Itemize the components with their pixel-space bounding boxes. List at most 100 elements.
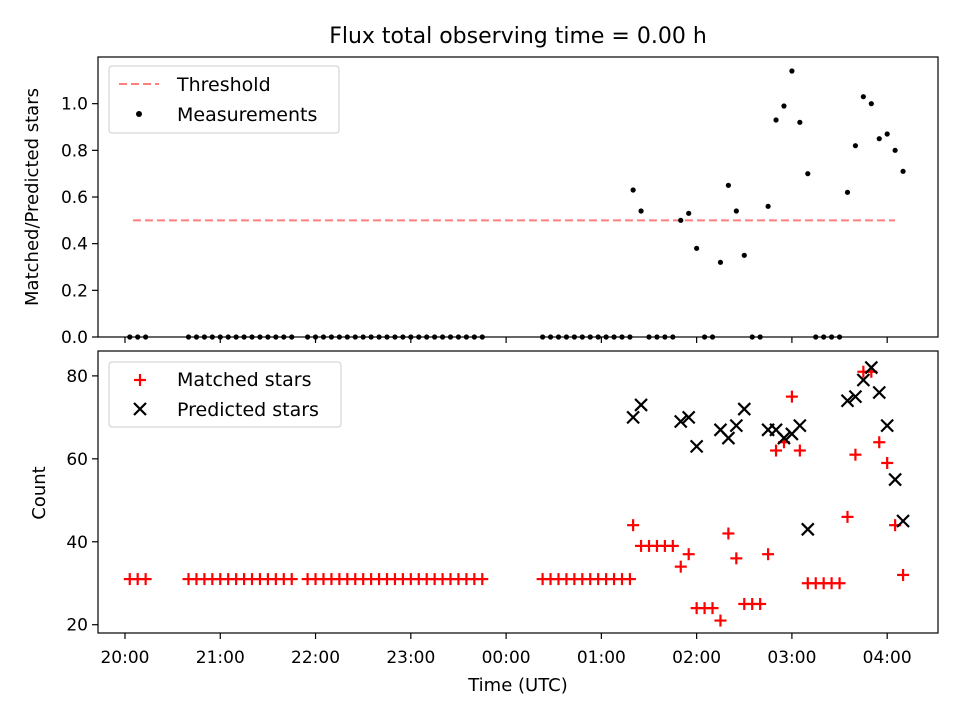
- top-panel: 0.0 0.2 0.4 0.6 0.8 1.0 Matched/Predicted sta…: [22, 56, 939, 348]
- measurement-point: [781, 103, 787, 109]
- measurements-legend-label: Measurements: [177, 104, 317, 126]
- bottom-y-tick-label: 40: [66, 533, 88, 553]
- chart-title: Flux total observing time = 0.00 h: [329, 24, 707, 49]
- measurement-point: [797, 119, 803, 125]
- top-y-axis-label: Matched/Predicted stars: [22, 88, 43, 306]
- predicted-star-point: [801, 522, 815, 537]
- predicted-star-point: [856, 373, 871, 387]
- bottom-y-tick-label: 20: [66, 616, 88, 636]
- top-y-tick-label: 0.2: [61, 281, 88, 301]
- matched-star-point: [627, 519, 640, 532]
- predicted-legend-marker: [133, 402, 147, 416]
- measurement-point: [733, 208, 739, 214]
- predicted-star-point: [896, 514, 910, 528]
- predicted-star-point: [721, 431, 736, 445]
- bottom-legend-box: [108, 361, 342, 428]
- bottom-axes-frame: [97, 350, 939, 634]
- matched-star-point: [682, 548, 695, 561]
- predicted-star-point: [673, 414, 688, 429]
- matched-star-point: [762, 548, 775, 561]
- predicted-star-point: [880, 418, 894, 433]
- x-tick-label: 01:00: [577, 648, 626, 668]
- bottom-panel: 20 40 60 80 20:00 21:00 22:00 23:00 00:00 01:00 0…: [29, 337, 939, 696]
- bottom-y-axis-label: Count: [29, 466, 50, 519]
- measurement-point: [789, 68, 795, 74]
- matched-star-point: [841, 510, 854, 523]
- bottom-y-ticks: 20 40 60 80: [66, 367, 98, 636]
- matched-star-point: [666, 539, 679, 552]
- matched-legend-marker: [134, 374, 146, 386]
- top-y-tick-label: 0.4: [61, 235, 88, 255]
- matched-star-point: [849, 448, 862, 461]
- top-y-ticks: 0.0 0.2 0.4 0.6 0.8 1.0: [61, 95, 98, 348]
- matched-star-point: [833, 577, 846, 590]
- top-plot-area: [127, 68, 906, 340]
- x-tick-label: 22:00: [291, 648, 340, 668]
- predicted-star-point: [888, 472, 902, 487]
- matched-star-point: [730, 552, 743, 565]
- measurement-point: [717, 259, 724, 265]
- top-y-tick-label: 0.0: [61, 328, 88, 348]
- x-tick-label: 04:00: [863, 648, 912, 668]
- matched-star-point: [706, 602, 719, 615]
- measurement-point: [741, 252, 747, 258]
- matched-star-point: [722, 527, 735, 540]
- predicted-star-point: [872, 385, 887, 400]
- measurement-point: [678, 217, 684, 223]
- predicted-star-point: [793, 418, 807, 433]
- matched-star-point: [793, 444, 806, 457]
- predicted-star-point: [626, 410, 640, 425]
- x-tick-label: 02:00: [672, 648, 721, 668]
- matched-star-point: [754, 597, 767, 610]
- predicted-star-point: [737, 402, 752, 416]
- predicted-star-point: [840, 393, 855, 408]
- predicted-star-point: [777, 431, 791, 445]
- measurement-point: [852, 143, 859, 149]
- measurement-point: [844, 189, 851, 195]
- matched-star-point: [674, 560, 687, 573]
- measurement-point: [630, 187, 636, 193]
- bottom-y-tick-label: 60: [66, 450, 88, 470]
- measurement-point: [694, 245, 700, 251]
- top-y-tick-label: 0.6: [61, 188, 88, 208]
- measurement-point: [686, 210, 692, 216]
- matched-star-point: [785, 390, 798, 403]
- bottom-y-tick-label: 80: [66, 367, 88, 387]
- measurement-point: [805, 171, 811, 177]
- predicted-star-point: [634, 398, 648, 412]
- predicted-star-point: [864, 360, 879, 375]
- matched-star-point: [139, 573, 152, 586]
- predicted-star-point: [848, 389, 863, 404]
- predicted-legend-label: Predicted stars: [177, 399, 319, 421]
- x-tick-label: 21:00: [196, 648, 245, 668]
- matched-star-point: [897, 568, 910, 581]
- measurement-point: [892, 147, 898, 153]
- x-tick-label: 20:00: [100, 648, 149, 668]
- matched-star-point: [476, 573, 489, 586]
- x-tick-label: 03:00: [767, 648, 816, 668]
- measurement-point: [876, 136, 882, 142]
- matched-star-point: [623, 573, 636, 586]
- predicted-star-point: [729, 418, 744, 433]
- top-legend-box: [108, 65, 340, 134]
- bottom-plot-area: [123, 360, 910, 627]
- matched-star-point: [873, 436, 886, 449]
- x-tick-label: 00:00: [482, 648, 531, 668]
- x-ticks: 20:00 21:00 22:00 23:00 00:00 01:00 02:00 03:00…: [100, 337, 912, 668]
- matched-star-point: [714, 614, 727, 627]
- matched-legend-label: Matched stars: [177, 369, 311, 391]
- matched-star-point: [881, 456, 894, 469]
- measurement-point: [868, 101, 874, 107]
- x-axis-label: Time (UTC): [467, 675, 568, 696]
- measurement-point: [884, 131, 890, 137]
- measurement-point: [725, 182, 731, 188]
- matched-star-point: [285, 573, 298, 586]
- predicted-star-point: [681, 410, 696, 425]
- measurement-point: [638, 208, 644, 214]
- measurement-point: [773, 117, 779, 123]
- bottom-legend: Matched stars Predicted stars: [108, 361, 342, 428]
- predicted-star-point: [689, 439, 704, 454]
- x-tick-label: 23:00: [386, 648, 435, 668]
- top-y-tick-label: 0.8: [61, 141, 88, 161]
